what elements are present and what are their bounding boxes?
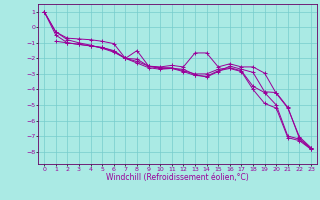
X-axis label: Windchill (Refroidissement éolien,°C): Windchill (Refroidissement éolien,°C) bbox=[106, 173, 249, 182]
